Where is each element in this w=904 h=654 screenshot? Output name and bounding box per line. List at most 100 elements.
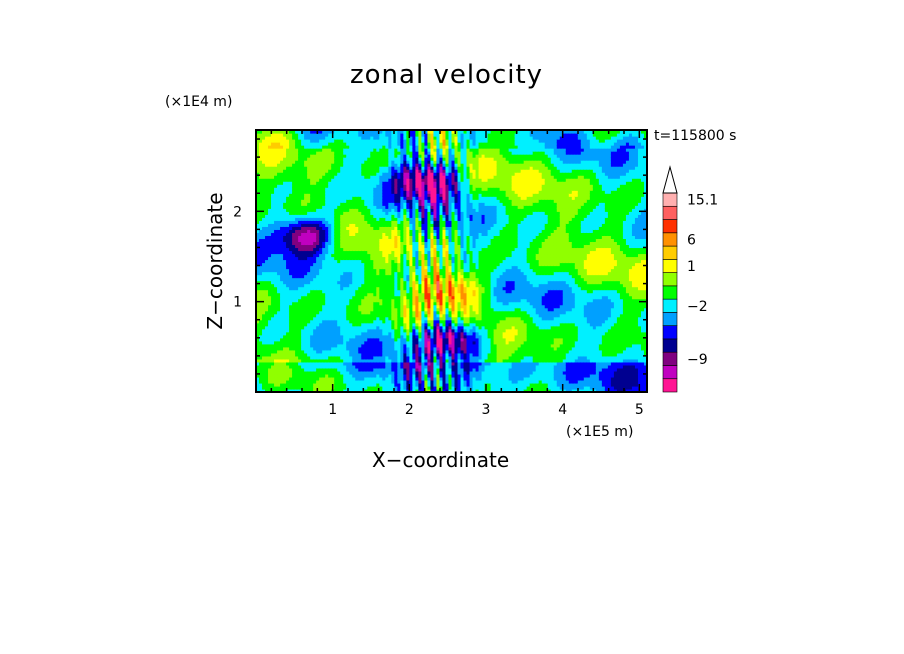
heatmap-cell (358, 154, 362, 158)
heatmap-cell (289, 190, 293, 194)
heatmap-cell (364, 166, 368, 170)
heatmap-cell (259, 169, 263, 173)
heatmap-cell (277, 199, 281, 203)
heatmap-cell (274, 295, 278, 300)
heatmap-cell (262, 253, 266, 258)
heatmap-cell (298, 163, 302, 167)
heatmap-cell (313, 301, 317, 306)
heatmap-cell (361, 286, 365, 291)
heatmap-cell (304, 157, 308, 161)
heatmap-cell (331, 340, 335, 345)
heatmap-cell (358, 157, 362, 161)
heatmap-cell (277, 166, 281, 170)
heatmap-cell (304, 328, 308, 333)
heatmap-cell (310, 382, 314, 387)
heatmap-cell (289, 181, 293, 185)
heatmap-cell (280, 148, 284, 152)
heatmap-cell (280, 166, 284, 170)
heatmap-cell (307, 340, 311, 345)
heatmap-cell (298, 214, 302, 218)
heatmap-cell (334, 322, 338, 327)
heatmap-cell (274, 340, 278, 345)
heatmap-cell (292, 331, 296, 336)
heatmap-cell (349, 355, 353, 360)
heatmap-cell (283, 163, 287, 167)
heatmap-cell (343, 247, 347, 252)
heatmap-cell (340, 307, 344, 312)
heatmap-cell (322, 208, 326, 212)
heatmap-cell (349, 379, 353, 384)
heatmap-cell (361, 178, 365, 182)
heatmap-cell (340, 382, 344, 387)
heatmap-cell (310, 385, 314, 390)
heatmap-cell (295, 262, 299, 267)
heatmap-cell (334, 295, 338, 300)
heatmap-cell (259, 184, 263, 188)
heatmap-cell (364, 187, 368, 191)
heatmap-cell (349, 304, 353, 309)
heatmap-cell (271, 277, 275, 282)
heatmap-cell (319, 283, 323, 288)
heatmap-cell (268, 271, 272, 276)
heatmap-cell (283, 250, 287, 255)
heatmap-cell (307, 316, 311, 321)
heatmap-cell (322, 253, 326, 258)
heatmap-cell (295, 271, 299, 276)
heatmap-cell (319, 253, 323, 258)
heatmap-cell (301, 247, 305, 252)
heatmap-cell (304, 259, 308, 264)
heatmap-cell (295, 385, 299, 390)
heatmap-cell (322, 307, 326, 312)
heatmap-cell (256, 373, 260, 378)
heatmap-cell (325, 367, 329, 372)
heatmap-cell (274, 181, 278, 185)
heatmap-cell (316, 145, 320, 149)
heatmap-cell (322, 364, 326, 369)
heatmap-cell (310, 217, 314, 221)
heatmap-cell (364, 226, 368, 230)
heatmap-cell (316, 160, 320, 164)
heatmap-cell (292, 304, 296, 309)
heatmap-cell (340, 262, 344, 267)
heatmap-cell (289, 376, 293, 381)
heatmap-cell (295, 196, 299, 200)
heatmap-cell (349, 181, 353, 185)
heatmap-cell (262, 256, 266, 261)
heatmap-cell (280, 283, 284, 288)
heatmap-cell (259, 307, 263, 312)
heatmap-cell (334, 193, 338, 197)
heatmap-cell (280, 232, 284, 236)
heatmap-cell (325, 259, 329, 264)
heatmap-cell (313, 361, 317, 366)
heatmap-cell (325, 226, 329, 230)
heatmap-cell (274, 337, 278, 342)
heatmap-cell (298, 367, 302, 372)
heatmap-cell (325, 178, 329, 182)
heatmap-cell (370, 382, 374, 387)
heatmap-cell (352, 196, 356, 200)
heatmap-cell (259, 343, 263, 348)
heatmap-cell (370, 376, 374, 381)
heatmap-cell (295, 157, 299, 161)
heatmap-cell (325, 130, 329, 134)
heatmap-cell (316, 382, 320, 387)
heatmap-cell (310, 205, 314, 209)
heatmap-cell (262, 160, 266, 164)
heatmap-cell (328, 343, 332, 348)
heatmap-cell (268, 292, 272, 297)
heatmap-cell (361, 235, 365, 240)
heatmap-cell (325, 388, 329, 392)
heatmap-cell (367, 340, 371, 345)
heatmap-cell (364, 274, 368, 279)
heatmap-cell (307, 286, 311, 291)
heatmap-cell (262, 250, 266, 255)
heatmap-cell (271, 220, 275, 224)
heatmap-cell (295, 346, 299, 351)
heatmap-cell (343, 340, 347, 345)
heatmap-cell (268, 265, 272, 270)
heatmap-cell (298, 328, 302, 333)
heatmap-cell (367, 232, 371, 236)
heatmap-cell (298, 265, 302, 270)
heatmap-cell (313, 163, 317, 167)
heatmap-cell (322, 229, 326, 233)
